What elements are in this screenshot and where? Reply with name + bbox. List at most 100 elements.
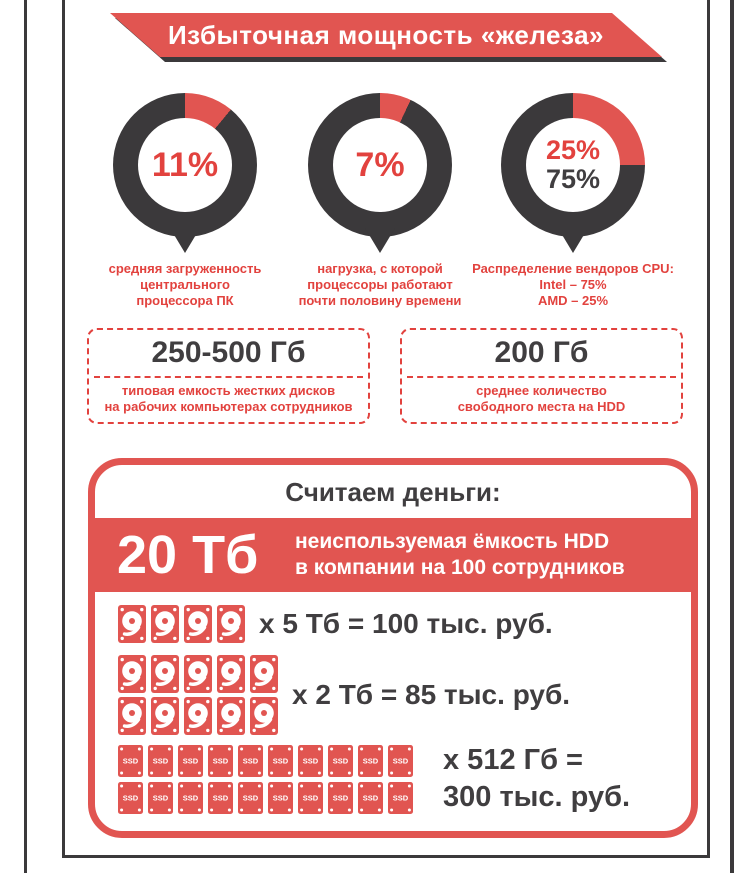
ssd-label: SSD bbox=[363, 756, 379, 765]
money-highlight-band: 20 Тб неиспользуемая ёмкость HDD в компа… bbox=[95, 518, 691, 592]
stat-box-free-space: 200 Гб среднее количество свободного мес… bbox=[400, 328, 683, 424]
donut-pointer bbox=[558, 228, 588, 253]
ssd-label: SSD bbox=[273, 756, 289, 765]
hdd-icon bbox=[118, 655, 146, 693]
ssd-label: SSD bbox=[243, 793, 259, 802]
unused-capacity-caption: неиспользуемая ёмкость HDD в компании на… bbox=[295, 529, 625, 581]
stat-value: 250-500 Гб bbox=[94, 330, 363, 378]
page-border-right bbox=[730, 0, 734, 873]
ssd-label: SSD bbox=[393, 793, 409, 802]
ssd-label: SSD bbox=[303, 793, 319, 802]
ssd-icon: SSD bbox=[388, 744, 413, 777]
ssd-icon: SSD bbox=[298, 781, 323, 814]
stat-value: 200 Гб bbox=[407, 330, 676, 378]
donut-caption-cpu-load: средняя загруженность центрального проце… bbox=[70, 261, 300, 309]
ssd-icon: SSD bbox=[388, 781, 413, 814]
donut-value: 11% bbox=[151, 146, 219, 184]
header-ribbon-front: Избыточная мощность «железа» bbox=[110, 13, 662, 57]
donut-pointer bbox=[365, 228, 395, 253]
donut-caption-half-time-load: нагрузка, с которой процессоры работают … bbox=[265, 261, 495, 309]
caption-line: свободного места на HDD bbox=[457, 399, 626, 414]
hdd-icon bbox=[151, 655, 179, 693]
ssd-icon: SSD bbox=[208, 781, 233, 814]
ssd-icon: SSD bbox=[118, 781, 143, 814]
ssd-label: SSD bbox=[243, 756, 259, 765]
hdd-icon bbox=[151, 697, 179, 735]
ssd-icon: SSD bbox=[268, 744, 293, 777]
ssd-icon: SSD bbox=[358, 744, 383, 777]
ssd-icon: SSD bbox=[208, 744, 233, 777]
ssd-label: SSD bbox=[393, 756, 409, 765]
ssd-icon: SSD bbox=[358, 781, 383, 814]
caption-line: нагрузка, с которой bbox=[317, 261, 443, 276]
formula-line: 300 тыс. руб. bbox=[443, 781, 631, 813]
ssd-label: SSD bbox=[303, 756, 319, 765]
hdd-icon bbox=[217, 655, 245, 693]
hdd-icon bbox=[250, 655, 278, 693]
hdd-icon bbox=[151, 605, 179, 643]
hdd-icon-grid bbox=[118, 605, 245, 643]
ssd-icon: SSD bbox=[118, 744, 143, 777]
donut-chart-cpu-vendors: 25% 75% bbox=[501, 93, 645, 237]
money-row-512gb: SSD SSD SSD SSD bbox=[118, 742, 630, 816]
hdd-icon bbox=[217, 605, 245, 643]
unused-capacity-value: 20 Тб bbox=[117, 525, 259, 585]
ssd-label: SSD bbox=[273, 793, 289, 802]
ssd-label: SSD bbox=[123, 793, 139, 802]
caption-line: в компании на 100 сотрудников bbox=[295, 556, 625, 579]
content-frame bbox=[62, 0, 710, 858]
caption-line: процессоры работают bbox=[307, 277, 453, 292]
ssd-icon: SSD bbox=[268, 781, 293, 814]
donut-hole: 7% bbox=[333, 118, 427, 212]
caption-line: Intel – 75% bbox=[539, 277, 607, 292]
header-ribbon: Избыточная мощность «железа» bbox=[110, 13, 662, 57]
stat-caption: типовая емкость жестких дисков на рабочи… bbox=[89, 378, 368, 415]
money-row-5tb: х 5 Тб = 100 тыс. руб. bbox=[118, 605, 553, 643]
donut-chart-cpu-load: 11% bbox=[113, 93, 257, 237]
caption-line: типовая емкость жестких дисков bbox=[121, 383, 336, 398]
ssd-icon-grid: SSD SSD SSD SSD bbox=[118, 744, 413, 814]
money-section: Считаем деньги: 20 Тб неиспользуемая ёмк… bbox=[88, 458, 698, 838]
caption-line: среднее количество bbox=[476, 383, 607, 398]
ssd-label: SSD bbox=[183, 793, 199, 802]
donut-caption-cpu-vendors: Распределение вендоров CPU: Intel – 75% … bbox=[458, 261, 688, 309]
stat-caption: среднее количество свободного места на H… bbox=[402, 378, 681, 415]
caption-line: почти половину времени bbox=[298, 293, 462, 308]
ssd-label: SSD bbox=[363, 793, 379, 802]
donut-value-amd: 25% bbox=[545, 135, 601, 165]
hdd-icon bbox=[250, 697, 278, 735]
formula-512gb: х 512 Гб = 300 тыс. руб. bbox=[443, 742, 630, 816]
ssd-icon: SSD bbox=[298, 744, 323, 777]
hdd-icon bbox=[184, 697, 212, 735]
ssd-icon: SSD bbox=[238, 781, 263, 814]
ssd-label: SSD bbox=[183, 756, 199, 765]
caption-line: AMD – 25% bbox=[537, 293, 609, 308]
hdd-icon bbox=[184, 655, 212, 693]
ssd-label: SSD bbox=[333, 756, 349, 765]
ssd-label: SSD bbox=[123, 756, 139, 765]
caption-line: на рабочих компьютерах сотрудников bbox=[104, 399, 353, 414]
formula-line: х 512 Гб = bbox=[443, 744, 583, 776]
ssd-icon: SSD bbox=[178, 744, 203, 777]
ssd-icon: SSD bbox=[238, 744, 263, 777]
donut-value-intel: 75% bbox=[545, 164, 601, 194]
page-border-left bbox=[24, 0, 27, 873]
page-title: Избыточная мощность «железа» bbox=[167, 19, 604, 50]
donut-chart-half-time-load: 7% bbox=[308, 93, 452, 237]
hdd-icon bbox=[217, 697, 245, 735]
donut-value: 7% bbox=[355, 146, 405, 184]
money-row-2tb: х 2 Тб = 85 тыс. руб. bbox=[118, 655, 570, 735]
hdd-icon-grid bbox=[118, 655, 278, 735]
ssd-icon: SSD bbox=[148, 744, 173, 777]
hdd-icon bbox=[184, 605, 212, 643]
caption-line: Распределение вендоров CPU: bbox=[472, 261, 674, 276]
ssd-label: SSD bbox=[213, 793, 229, 802]
ssd-label: SSD bbox=[153, 793, 169, 802]
ssd-label: SSD bbox=[333, 793, 349, 802]
ssd-icon: SSD bbox=[178, 781, 203, 814]
donut-hole: 11% bbox=[138, 118, 232, 212]
ssd-icon: SSD bbox=[328, 744, 353, 777]
caption-line: центрального bbox=[140, 277, 230, 292]
money-title: Считаем деньги: bbox=[285, 477, 501, 507]
caption-line: средняя загруженность bbox=[108, 261, 262, 276]
